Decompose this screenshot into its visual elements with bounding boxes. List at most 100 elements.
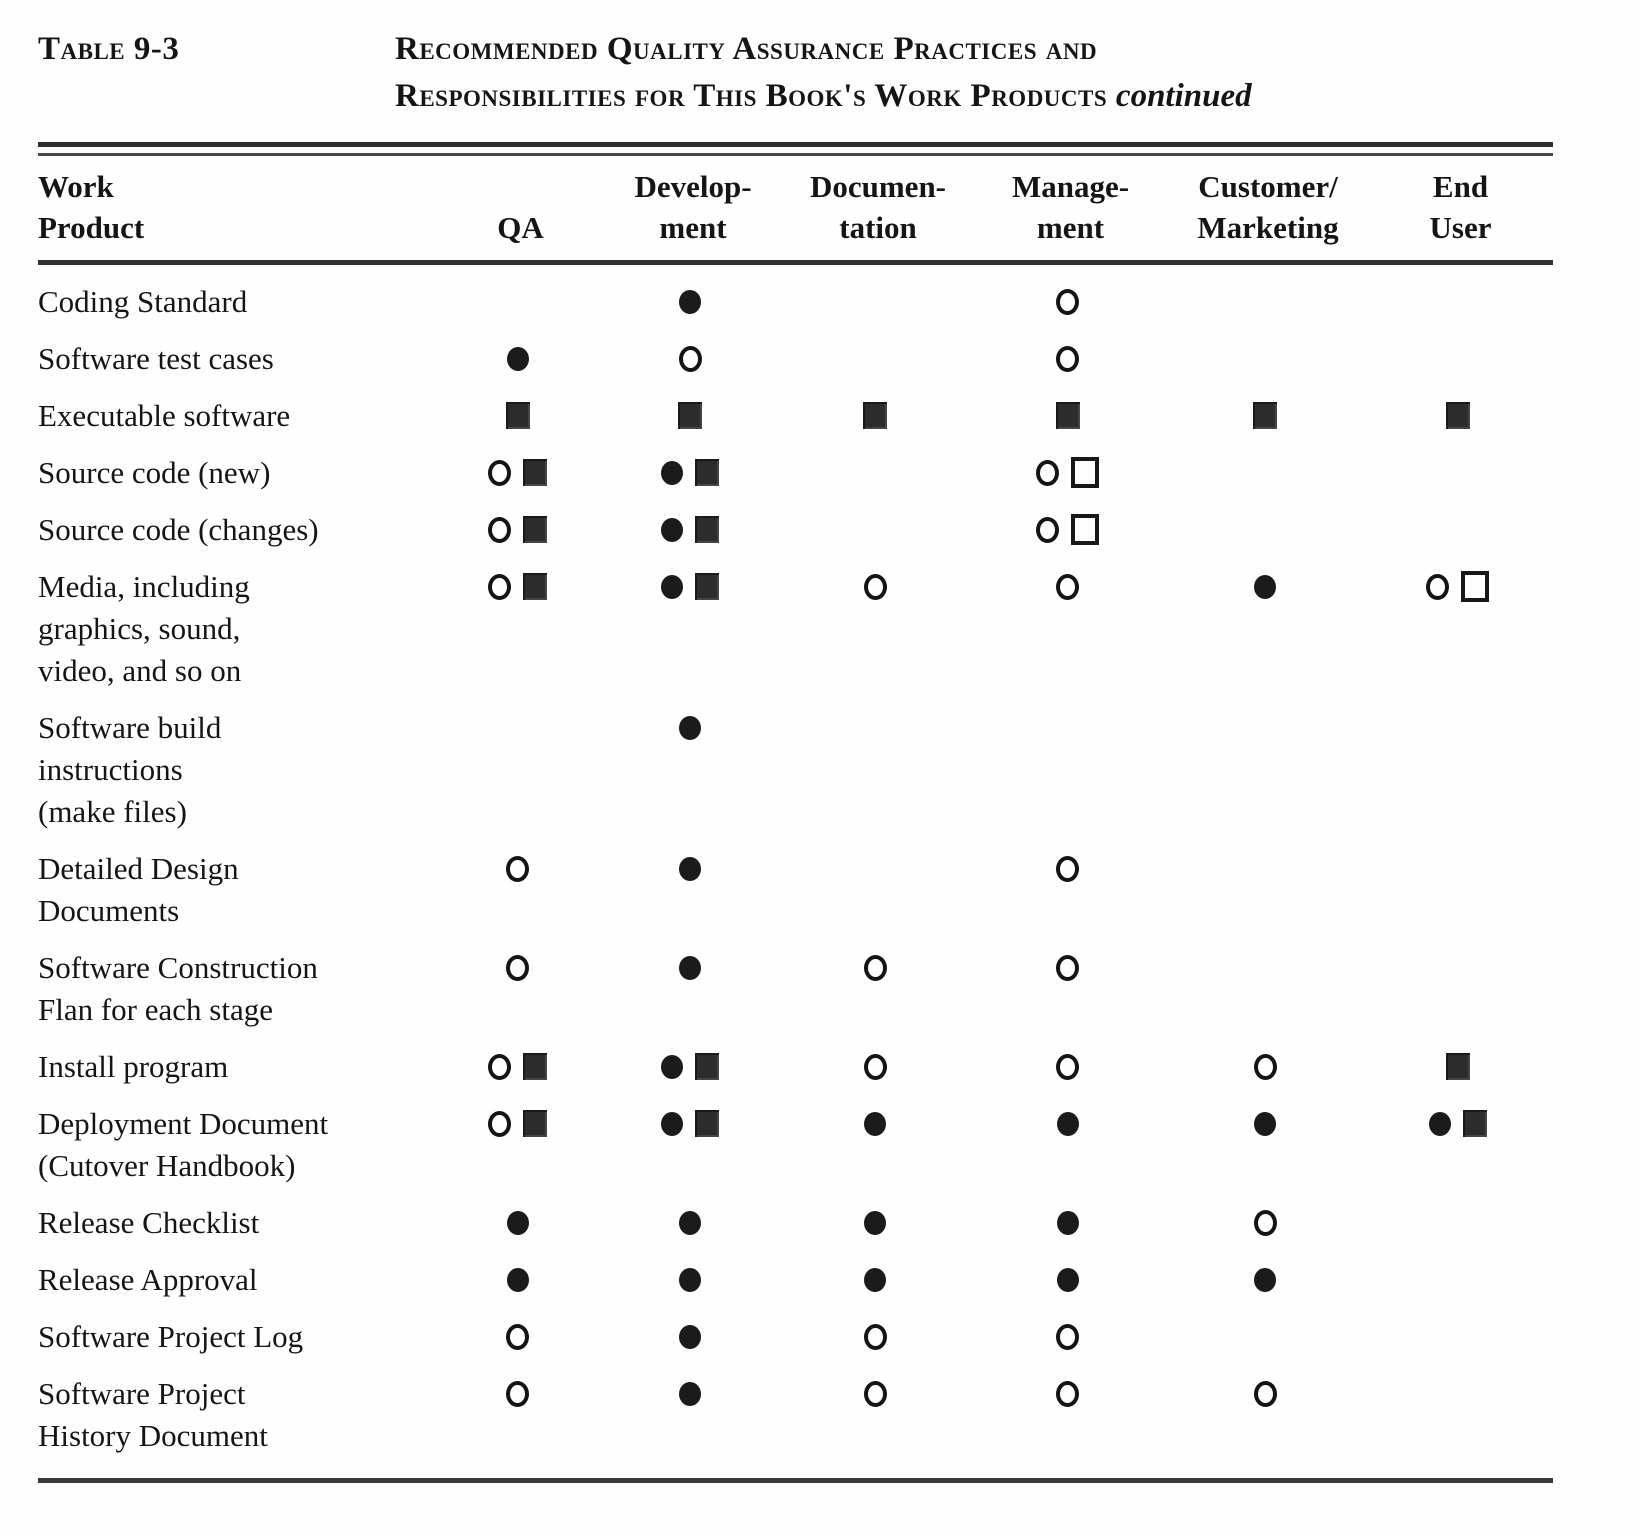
filled-circle-icon [1056, 1210, 1079, 1235]
end-user-cell [1368, 1308, 1553, 1365]
filled-square-icon [695, 516, 719, 544]
filled-square-icon [695, 459, 719, 487]
documentation-cell [783, 1038, 973, 1095]
filled-square-icon [523, 573, 547, 601]
table-row: Media, including graphics, sound, video,… [38, 558, 1553, 699]
customer-marketing-cell [1168, 501, 1368, 558]
open-circle-icon [488, 573, 511, 600]
filled-square-icon [1055, 402, 1080, 430]
end-user-cell [1368, 939, 1553, 1038]
development-cell [603, 1365, 783, 1464]
customer-marketing-cell [1168, 1194, 1368, 1251]
table-row: Software Project History Document [38, 1365, 1553, 1464]
filled-circle-icon [661, 1111, 683, 1136]
customer-marketing-cell [1168, 558, 1368, 699]
filled-square-icon [523, 459, 547, 487]
work-product-cell: Software build instructions (make files) [38, 710, 222, 829]
column-header-management: Manage- ment [973, 156, 1168, 265]
customer-marketing-cell [1168, 444, 1368, 501]
filled-square-icon [1445, 402, 1470, 430]
qa-cell [438, 263, 603, 331]
end-user-cell [1368, 387, 1553, 444]
documentation-cell [783, 1251, 973, 1308]
open-circle-icon [506, 855, 529, 882]
filled-circle-icon [679, 1324, 701, 1349]
column-header-end-user: End User [1368, 156, 1553, 265]
development-cell [603, 1308, 783, 1365]
open-circle-icon [1036, 516, 1059, 543]
open-circle-icon [863, 573, 887, 600]
qa-cell [438, 939, 603, 1038]
filled-square-icon [505, 402, 530, 430]
customer-marketing-cell [1168, 939, 1368, 1038]
open-circle-icon [506, 1380, 529, 1407]
filled-circle-icon [679, 1381, 701, 1406]
table-row: Executable software [38, 387, 1553, 444]
work-product-cell: Software Project History Document [38, 1376, 268, 1453]
end-user-cell [1368, 444, 1553, 501]
management-cell [973, 1095, 1168, 1194]
management-cell [973, 501, 1168, 558]
filled-circle-icon [1056, 1267, 1079, 1292]
open-circle-icon [1056, 1380, 1079, 1407]
work-product-cell: Source code (changes) [38, 512, 319, 547]
open-circle-icon [863, 1053, 887, 1080]
customer-marketing-cell [1168, 1095, 1368, 1194]
filled-circle-icon [679, 1210, 701, 1235]
work-product-cell: Source code (new) [38, 455, 271, 490]
open-circle-icon [506, 954, 529, 981]
open-circle-icon [863, 1380, 887, 1407]
table-title-line1: Recommended Quality Assurance Practices … [395, 31, 1098, 67]
table-header: Work Product QA Develop- ment Documen- t… [38, 156, 1553, 265]
table-row: Source code (changes) [38, 501, 1553, 558]
filled-circle-icon [679, 715, 701, 740]
table-row: Release Approval [38, 1251, 1553, 1308]
qa-cell [438, 1095, 603, 1194]
documentation-cell [783, 699, 973, 840]
filled-square-icon [1462, 1110, 1487, 1138]
management-cell [973, 263, 1168, 331]
filled-circle-icon [1254, 574, 1276, 599]
filled-circle-icon [506, 1210, 529, 1235]
documentation-cell [783, 939, 973, 1038]
management-cell [973, 939, 1168, 1038]
end-user-cell [1368, 558, 1553, 699]
open-circle-icon [488, 1053, 511, 1080]
customer-marketing-cell [1168, 1308, 1368, 1365]
documentation-cell [783, 387, 973, 444]
qa-cell [438, 444, 603, 501]
documentation-cell [783, 1095, 973, 1194]
management-cell [973, 1194, 1168, 1251]
column-header-development: Develop- ment [603, 156, 783, 265]
column-header-documentation: Documen- tation [783, 156, 973, 265]
qa-cell [438, 558, 603, 699]
column-header-customer-marketing: Customer/ Marketing [1168, 156, 1368, 265]
table-row: Coding Standard [38, 263, 1553, 331]
open-circle-icon [1426, 573, 1449, 600]
open-circle-icon [488, 1110, 511, 1137]
open-circle-icon [488, 459, 511, 486]
filled-circle-icon [661, 574, 683, 599]
filled-circle-icon [679, 289, 701, 314]
work-product-cell: Software Construction Flan for each stag… [38, 950, 318, 1027]
management-cell [973, 840, 1168, 939]
development-cell [603, 263, 783, 331]
table-row: Deployment Document (Cutover Handbook) [38, 1095, 1553, 1194]
work-product-cell: Software test cases [38, 341, 274, 376]
column-header-qa: QA [438, 156, 603, 265]
filled-circle-icon [864, 1111, 886, 1136]
open-circle-icon [488, 516, 511, 543]
continued-note: continued [1115, 78, 1252, 114]
table-row: Software Project Log [38, 1308, 1553, 1365]
customer-marketing-cell [1168, 1038, 1368, 1095]
filled-square-icon [678, 402, 702, 430]
filled-square-icon [695, 1053, 719, 1081]
development-cell [603, 387, 783, 444]
filled-square-icon [523, 1053, 547, 1081]
open-square-icon [1071, 514, 1099, 546]
open-circle-icon [1056, 288, 1079, 315]
open-circle-icon [863, 1323, 887, 1350]
management-cell [973, 387, 1168, 444]
open-circle-icon [1253, 1209, 1277, 1236]
filled-circle-icon [661, 517, 683, 542]
